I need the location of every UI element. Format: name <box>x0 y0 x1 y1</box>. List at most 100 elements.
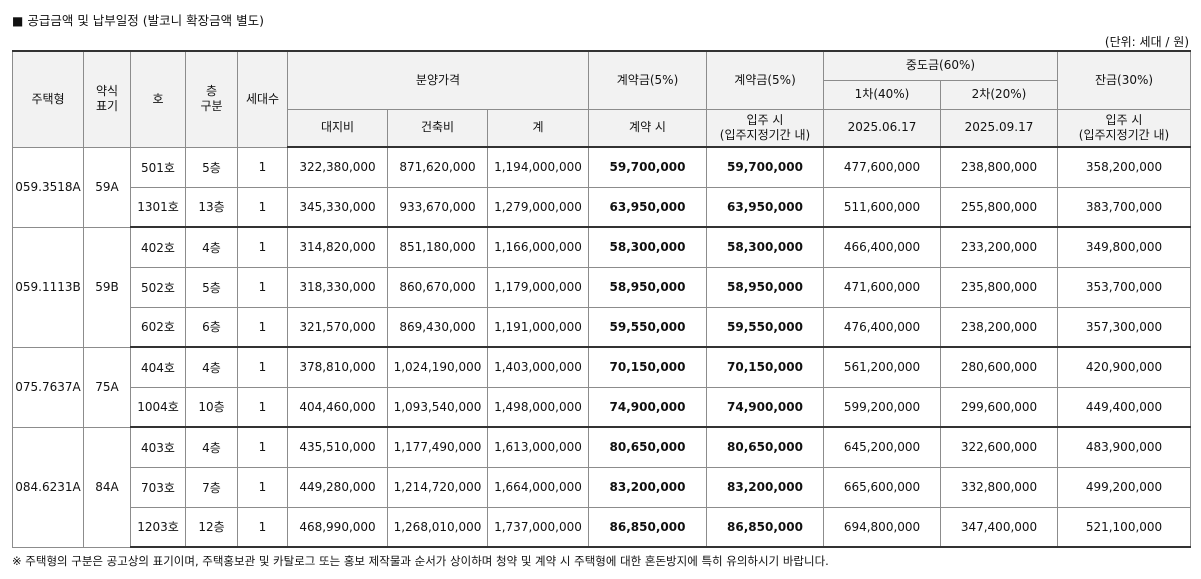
abbr-cell: 59B <box>83 226 131 348</box>
building-cost-cell: 1,268,010,000 <box>387 506 488 548</box>
floor-cell: 4층 <box>185 426 238 468</box>
total-price-cell: 1,664,000,000 <box>487 466 589 508</box>
deposit2-cell: 59,700,000 <box>706 146 824 188</box>
deposit2-cell: 86,850,000 <box>706 506 824 548</box>
land-cost-cell: 345,330,000 <box>287 186 388 228</box>
balance-cell: 521,100,000 <box>1057 506 1191 548</box>
building-cost-cell: 851,180,000 <box>387 226 488 268</box>
middle2-cell: 233,200,000 <box>940 226 1058 268</box>
middle2-cell: 299,600,000 <box>940 386 1058 428</box>
header-middle2-date: 2025.09.17 <box>940 108 1058 148</box>
abbr-cell: 75A <box>83 346 131 428</box>
total-price-cell: 1,737,000,000 <box>487 506 589 548</box>
table-row: 059.1113B 59B 402호 4층 1 314,820,000 851,180,00… <box>12 226 1191 348</box>
deposit2-cell: 63,950,000 <box>706 186 824 228</box>
unit-note: (단위: 세대 / 원) <box>1104 35 1189 49</box>
header-deposit2-when-text: 입주 시 (입주지정기간 내) <box>719 112 811 142</box>
floor-cell: 5층 <box>185 146 238 188</box>
middle2-cell: 322,600,000 <box>940 426 1058 468</box>
deposit1-cell: 83,200,000 <box>588 466 707 508</box>
total-price-cell: 1,403,000,000 <box>487 346 589 388</box>
household-count-cell: 1 <box>237 386 288 428</box>
housing-type-cell: 059.3518A <box>12 146 84 228</box>
total-price-cell: 1,498,000,000 <box>487 386 589 428</box>
total-price-cell: 1,166,000,000 <box>487 226 589 268</box>
deposit1-cell: 86,850,000 <box>588 506 707 548</box>
deposit2-cell: 59,550,000 <box>706 306 824 348</box>
middle2-cell: 235,800,000 <box>940 266 1058 308</box>
table-row: 703호 7층 1 449,280,000 1,214,720,000 1,664,000… <box>13 466 1191 508</box>
floor-cell: 7층 <box>185 466 238 508</box>
unit-no-cell: 602호 <box>130 306 186 348</box>
balance-cell: 483,900,000 <box>1057 426 1191 468</box>
deposit1-cell: 63,950,000 <box>588 186 707 228</box>
table-row: 602호 6층 1 321,570,000 869,430,000 1,191,000,0… <box>13 306 1191 348</box>
balance-cell: 349,800,000 <box>1057 226 1191 268</box>
deposit2-cell: 58,950,000 <box>706 266 824 308</box>
abbr-cell: 84A <box>83 426 131 548</box>
household-count-cell: 1 <box>237 186 288 228</box>
land-cost-cell: 322,380,000 <box>287 146 388 188</box>
land-cost-cell: 468,990,000 <box>287 506 388 548</box>
middle2-cell: 332,800,000 <box>940 466 1058 508</box>
balance-cell: 449,400,000 <box>1057 386 1191 428</box>
header-floor-group-text: 층 구분 <box>200 84 223 114</box>
deposit1-cell: 74,900,000 <box>588 386 707 428</box>
middle2-cell: 238,800,000 <box>940 146 1058 188</box>
middle1-cell: 511,600,000 <box>823 186 941 228</box>
land-cost-cell: 378,810,000 <box>287 346 388 388</box>
household-count-cell: 1 <box>237 226 288 268</box>
table-row: 1203호 12층 1 468,990,000 1,268,010,000 1,737,0… <box>13 506 1191 548</box>
header-deposit2: 계약금(5%) <box>706 50 824 110</box>
building-cost-cell: 933,670,000 <box>387 186 488 228</box>
balance-cell: 358,200,000 <box>1057 146 1191 188</box>
floor-cell: 4층 <box>185 226 238 268</box>
header-price: 분양가격 <box>287 50 589 110</box>
middle2-cell: 238,200,000 <box>940 306 1058 348</box>
table-row: 1004호 10층 1 404,460,000 1,093,540,000 1,498,0… <box>13 386 1191 428</box>
unit-no-cell: 703호 <box>130 466 186 508</box>
deposit2-cell: 58,300,000 <box>706 226 824 268</box>
unit-no-cell: 1301호 <box>130 186 186 228</box>
deposit1-cell: 59,550,000 <box>588 306 707 348</box>
building-cost-cell: 1,093,540,000 <box>387 386 488 428</box>
header-land: 대지비 <box>287 108 388 148</box>
header-abbr-text: 약식 표기 <box>95 84 119 114</box>
table-row: 1301호 13층 1 345,330,000 933,670,000 1,279,000… <box>13 186 1191 228</box>
household-count-cell: 1 <box>237 266 288 308</box>
land-cost-cell: 318,330,000 <box>287 266 388 308</box>
table-row: 502호 5층 1 318,330,000 860,670,000 1,179,000,0… <box>13 266 1191 308</box>
middle2-cell: 280,600,000 <box>940 346 1058 388</box>
housing-type-cell: 075.7637A <box>12 346 84 428</box>
deposit1-cell: 58,950,000 <box>588 266 707 308</box>
header-abbr: 약식 표기 <box>83 50 131 148</box>
deposit1-cell: 70,150,000 <box>588 346 707 388</box>
unit-no-cell: 1203호 <box>130 506 186 548</box>
supply-price-table: 주택형 약식 표기 호 층 구분 세대수 분양가격 계약금(5%) 계약금(5%… <box>12 50 1191 548</box>
deposit2-cell: 70,150,000 <box>706 346 824 388</box>
deposit2-cell: 80,650,000 <box>706 426 824 468</box>
household-count-cell: 1 <box>237 306 288 348</box>
unit-no-cell: 402호 <box>130 226 186 268</box>
header-middle1: 1차(40%) <box>823 79 941 110</box>
table-row: 084.6231A 84A 403호 4층 1 435,510,000 1,177,490,… <box>12 426 1191 548</box>
household-count-cell: 1 <box>237 426 288 468</box>
header-building: 건축비 <box>387 108 488 148</box>
land-cost-cell: 321,570,000 <box>287 306 388 348</box>
balance-cell: 420,900,000 <box>1057 346 1191 388</box>
header-middle1-date: 2025.06.17 <box>823 108 941 148</box>
header-unit-no: 호 <box>130 50 186 148</box>
building-cost-cell: 860,670,000 <box>387 266 488 308</box>
floor-cell: 6층 <box>185 306 238 348</box>
header-type: 주택형 <box>12 50 84 148</box>
middle2-cell: 347,400,000 <box>940 506 1058 548</box>
header-total: 계 <box>487 108 589 148</box>
housing-type-cell: 059.1113B <box>12 226 84 348</box>
table-row: 059.3518A 59A 501호 5층 1 322,380,000 871,620,00… <box>12 146 1191 228</box>
housing-type-cell: 084.6231A <box>12 426 84 548</box>
total-price-cell: 1,613,000,000 <box>487 426 589 468</box>
floor-cell: 12층 <box>185 506 238 548</box>
building-cost-cell: 1,214,720,000 <box>387 466 488 508</box>
middle1-cell: 665,600,000 <box>823 466 941 508</box>
balance-cell: 499,200,000 <box>1057 466 1191 508</box>
